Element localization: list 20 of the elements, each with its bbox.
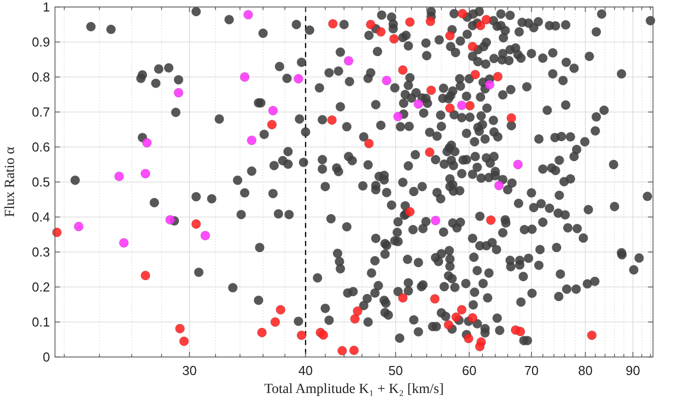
y-tick-label: 0.6	[32, 140, 50, 155]
y-tick-label: 0.5	[32, 174, 50, 190]
x-tick-label: 80	[578, 363, 593, 378]
y-tick-label: 0.2	[32, 280, 50, 295]
y-tick-label: 0.7	[32, 104, 50, 120]
y-tick-label: 0.1	[32, 314, 50, 330]
x-tick-label: 70	[524, 363, 539, 378]
y-tick-label: 0.9	[32, 34, 50, 50]
y-tick-label: 0.3	[32, 244, 50, 260]
y-tick-label: 1	[42, 0, 50, 15]
y-tick-label: 0.4	[32, 210, 50, 225]
y-tick-label: 0	[42, 350, 50, 365]
y-tick-label: 0.8	[32, 70, 50, 85]
x-tick-label: 40	[298, 363, 313, 378]
x-tick-label: 30	[182, 363, 197, 378]
y-axis-title: Flux Ratio α	[3, 146, 18, 218]
x-tick-label: 50	[388, 363, 403, 378]
x-axis-title: Total Amplitude K₁ + K₂ [km/s]	[264, 382, 444, 397]
x-tick-label: 90	[626, 363, 640, 378]
x-tick-label: 60	[462, 363, 476, 378]
